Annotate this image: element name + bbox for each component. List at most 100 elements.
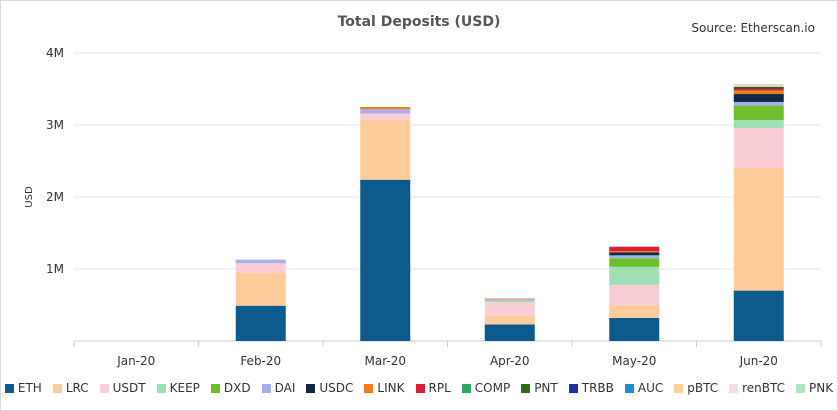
- legend-item[interactable]: pBTC: [674, 381, 718, 395]
- legend-item[interactable]: LINK: [364, 381, 405, 395]
- bar-segment-dai: [235, 259, 286, 264]
- legend-label: PNK: [809, 381, 834, 395]
- bar-segment-keep: [609, 266, 660, 285]
- bar-segment-eth: [733, 290, 784, 341]
- legend-swatch: [729, 383, 739, 393]
- legend-swatch: [796, 383, 806, 393]
- x-tick-label: Jun-20: [739, 354, 778, 368]
- bar-segment-dai: [360, 109, 411, 114]
- legend-item[interactable]: TRBB: [568, 381, 614, 395]
- legend-item[interactable]: KEEP: [156, 381, 200, 395]
- bar-segment-dai: [733, 101, 784, 106]
- legend-item[interactable]: RPL: [415, 381, 451, 395]
- chart-plot: 1M 2M 3M 4M USD Jan-20 Feb-20 Mar-20 Apr-20 May-2…: [24, 46, 822, 368]
- legend-item[interactable]: AUC: [624, 381, 664, 395]
- bar-segment-eth: [360, 179, 411, 341]
- x-tick-label: Apr-20: [490, 354, 530, 368]
- legend-label: LINK: [377, 381, 405, 395]
- bar-segment-usdt: [609, 284, 660, 305]
- bar-segment-rpl: [733, 89, 784, 91]
- legend-label: RPL: [428, 381, 451, 395]
- bar-segment-pnt: [733, 87, 784, 89]
- bar-segment-link: [360, 107, 411, 110]
- legend-item[interactable]: DAI: [261, 381, 296, 395]
- y-tick-label: 3M: [46, 118, 64, 132]
- bar-segment-dxd: [733, 105, 784, 120]
- legend-swatch: [415, 383, 425, 393]
- y-tick-label: 1M: [46, 262, 64, 276]
- bar-segment-keep: [733, 119, 784, 128]
- bar-segment-eth: [484, 324, 535, 341]
- chart-legend: ETH LRC USDT KEEP DXD DAI USDC LINK RPL COMP PNT TR…: [1, 381, 837, 395]
- legend-swatch: [99, 383, 109, 393]
- chart-title: Total Deposits (USD): [337, 14, 501, 30]
- bar-segment-trbb: [733, 86, 784, 88]
- legend-label: USDC: [319, 381, 354, 395]
- bar-segment-rpl: [609, 246, 660, 251]
- x-tick-label: Mar-20: [365, 354, 406, 368]
- bar-segment-link: [609, 251, 660, 253]
- bar-segment-usdt: [235, 263, 286, 273]
- legend-label: PNT: [534, 381, 558, 395]
- legend-item[interactable]: COMP: [461, 381, 511, 395]
- legend-label: pBTC: [687, 381, 719, 395]
- x-tick-label: Jan-20: [116, 354, 155, 368]
- y-tick-label: 4M: [46, 46, 64, 60]
- legend-label: DAI: [274, 381, 296, 395]
- legend-swatch: [624, 383, 634, 393]
- bar-segment-lrc: [609, 305, 660, 318]
- bar-segment-eth: [235, 305, 286, 341]
- bar-segment-pnk: [733, 83, 784, 85]
- legend-item[interactable]: ETH: [4, 381, 42, 395]
- legend-label: USDT: [112, 381, 146, 395]
- legend-swatch: [461, 383, 471, 393]
- bar-segment-lrc: [733, 167, 784, 291]
- legend-swatch: [568, 383, 578, 393]
- legend-label: AUC: [637, 381, 664, 395]
- legend-label: LRC: [65, 381, 89, 395]
- bar-segment-lrc: [360, 119, 411, 180]
- legend-swatch: [52, 383, 62, 393]
- legend-label: TRBB: [581, 381, 614, 395]
- bar-segment-lrc: [235, 272, 286, 306]
- bar-segment-dai: [609, 255, 660, 259]
- legend-swatch: [4, 383, 14, 393]
- legend-item[interactable]: USDC: [306, 381, 353, 395]
- legend-item[interactable]: USDT: [99, 381, 146, 395]
- y-tick-label: 2M: [46, 190, 64, 204]
- legend-label: ETH: [17, 381, 42, 395]
- bar-segment-usdt: [360, 113, 411, 120]
- legend-swatch: [521, 383, 531, 393]
- bar-segment-lrc: [484, 315, 535, 325]
- legend-swatch: [210, 383, 220, 393]
- bar-segment-keep: [484, 300, 535, 303]
- bar-segment-link: [733, 90, 784, 95]
- legend-label: DXD: [223, 381, 251, 395]
- bar-segment-dxd: [609, 258, 660, 267]
- bar-segment-dai: [484, 299, 535, 301]
- bar-segment-usdt: [733, 127, 784, 168]
- source-note: Source: Etherscan.io: [691, 21, 815, 35]
- x-tick-label: May-20: [612, 354, 656, 368]
- legend-item[interactable]: renBTC: [729, 381, 785, 395]
- legend-swatch: [674, 383, 684, 393]
- legend-item[interactable]: LRC: [52, 381, 89, 395]
- y-axis-title: USD: [24, 186, 35, 208]
- x-tick-label: Feb-20: [240, 354, 281, 368]
- legend-swatch: [306, 383, 316, 393]
- legend-swatch: [261, 383, 271, 393]
- bar-segment-usdc: [609, 252, 660, 256]
- legend-swatch: [156, 383, 166, 393]
- legend-label: COMP: [474, 381, 511, 395]
- legend-item[interactable]: PNT: [521, 381, 558, 395]
- bar-segment-pbtc: [733, 85, 784, 87]
- bar-segment-usdc: [733, 94, 784, 102]
- bar-segment-eth: [609, 317, 660, 341]
- bar-segment-link: [484, 298, 535, 300]
- legend-label: KEEP: [169, 381, 200, 395]
- bar-segment-renbtc: [733, 84, 784, 86]
- legend-item[interactable]: DXD: [210, 381, 251, 395]
- legend-swatch: [364, 383, 374, 393]
- legend-item[interactable]: PNK: [796, 381, 833, 395]
